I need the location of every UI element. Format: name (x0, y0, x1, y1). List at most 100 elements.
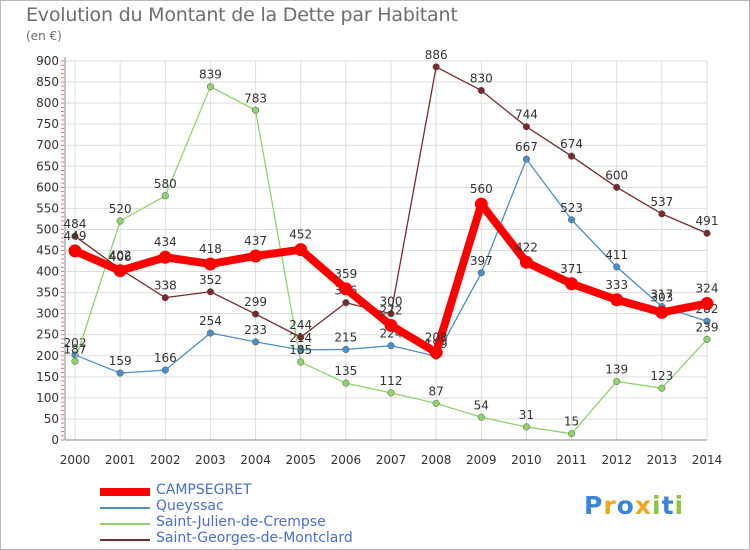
data-point (610, 293, 624, 307)
x-tick-label: 2011 (556, 453, 587, 467)
y-tick-label: 700 (36, 138, 59, 152)
data-point (387, 310, 395, 318)
x-tick-label: 2010 (511, 453, 542, 467)
data-point (384, 318, 398, 332)
data-label: 185 (289, 343, 312, 357)
legend-swatch (100, 507, 150, 509)
y-tick-label: 750 (36, 117, 59, 131)
data-point (249, 249, 263, 263)
y-tick-label: 350 (36, 286, 59, 300)
y-tick-label: 450 (36, 244, 59, 258)
x-tick-label: 2005 (285, 453, 316, 467)
data-point (113, 264, 127, 278)
data-label: 744 (515, 108, 538, 122)
data-label: 560 (470, 182, 493, 196)
data-point (432, 399, 440, 407)
logo-letter: i (652, 491, 662, 520)
legend: CAMPSEGRET Queyssac Saint-Julien-de-Cremps… (100, 482, 400, 548)
data-point (206, 288, 214, 296)
y-tick-label: 200 (36, 349, 59, 363)
logo-letter: P (584, 491, 604, 520)
x-tick-label: 2002 (150, 453, 181, 467)
data-label: 352 (199, 273, 222, 287)
data-point (432, 63, 440, 71)
data-label: 215 (334, 330, 357, 344)
data-label: 112 (380, 374, 403, 388)
y-tick-label: 800 (36, 96, 59, 110)
data-point (387, 342, 395, 350)
data-label: 300 (380, 295, 403, 309)
logo-letter: t (661, 491, 675, 520)
x-tick-label: 2007 (376, 453, 407, 467)
y-tick-label: 400 (36, 265, 59, 279)
logo-letter: x (634, 491, 652, 520)
y-tick-label: 100 (36, 391, 59, 405)
data-label: 233 (244, 323, 267, 337)
x-tick-label: 2001 (105, 453, 136, 467)
data-label: 667 (515, 140, 538, 154)
data-point (522, 123, 530, 131)
data-label: 580 (154, 177, 177, 191)
legend-item: Saint-Georges-de-Montclard (100, 530, 400, 548)
data-point (71, 232, 79, 240)
data-label: 299 (244, 295, 267, 309)
data-point (297, 333, 305, 341)
data-point (568, 430, 576, 438)
data-point (294, 243, 308, 257)
data-label: 397 (470, 254, 493, 268)
data-label: 437 (244, 234, 267, 248)
data-label: 254 (199, 314, 222, 328)
data-point (252, 310, 260, 318)
y-tick-label: 900 (36, 54, 59, 68)
legend-label: Saint-Julien-de-Crempse (156, 514, 326, 530)
legend-item: Queyssac (100, 498, 400, 516)
data-label: 537 (650, 195, 673, 209)
data-label: 159 (109, 354, 132, 368)
data-point (613, 263, 621, 271)
y-tick-label: 500 (36, 222, 59, 236)
data-label: 239 (696, 320, 719, 334)
data-point (161, 366, 169, 374)
data-point (116, 217, 124, 225)
data-label: 520 (109, 202, 132, 216)
legend-swatch (100, 539, 150, 541)
data-point (477, 269, 485, 277)
data-point (203, 257, 217, 271)
x-tick-label: 2009 (466, 453, 497, 467)
data-point (339, 282, 353, 296)
data-label: 406 (109, 250, 132, 264)
data-label: 484 (64, 217, 87, 231)
data-point (703, 317, 711, 325)
data-point (342, 345, 350, 354)
legend-swatch (100, 488, 150, 496)
x-tick-label: 2006 (331, 453, 362, 467)
data-point (477, 86, 485, 95)
data-point (158, 250, 172, 264)
data-label: 371 (560, 262, 583, 276)
legend-label: Queyssac (156, 498, 224, 514)
data-label: 187 (64, 342, 87, 356)
legend-label: CAMPSEGRET (156, 482, 252, 498)
data-point (206, 83, 214, 91)
data-point (206, 329, 214, 337)
data-point (613, 183, 621, 191)
data-label: 317 (650, 288, 673, 302)
data-label: 139 (605, 362, 628, 376)
y-tick-label: 600 (36, 180, 59, 194)
x-tick-label: 2008 (421, 453, 452, 467)
x-tick-label: 2000 (60, 453, 91, 467)
data-label: 434 (154, 235, 177, 249)
data-label: 359 (334, 267, 357, 281)
data-label: 600 (605, 168, 628, 182)
y-tick-label: 300 (36, 307, 59, 321)
data-point (71, 357, 79, 365)
x-tick-label: 2003 (195, 453, 226, 467)
data-label: 783 (244, 91, 267, 105)
data-point (703, 229, 711, 237)
data-point (655, 305, 669, 319)
data-label: 674 (560, 137, 583, 151)
data-label: 166 (154, 351, 177, 365)
data-label: 422 (515, 240, 538, 254)
legend-swatch (100, 523, 150, 525)
